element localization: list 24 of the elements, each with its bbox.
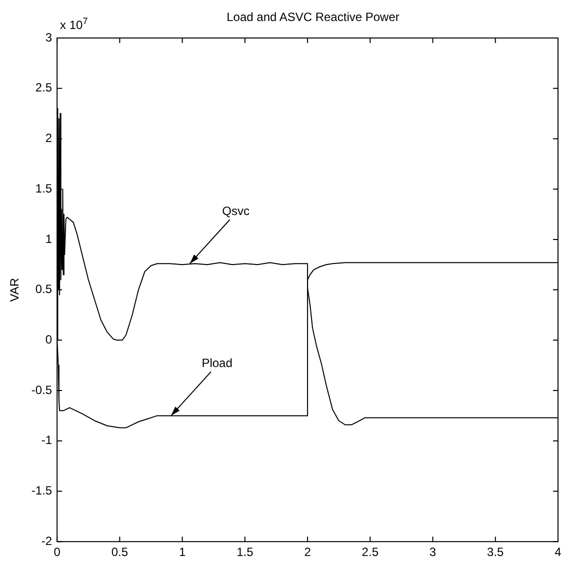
y-tick-label: 0 <box>45 332 52 346</box>
text: x 10$^{7}$ <box>60 16 88 32</box>
y-tick-label: -2 <box>41 534 52 548</box>
y-tick-label: -1.5 <box>31 484 52 498</box>
x-tick-label: 4 <box>554 545 562 560</box>
y-tick-label: 1 <box>45 232 52 246</box>
y-tick-label: -1 <box>41 433 52 448</box>
y-tick-label: 2.5 <box>35 80 52 95</box>
y-tick-label: 1.5 <box>35 181 52 196</box>
y-tick-label: 3 <box>45 30 52 44</box>
x-tick-label: 3 <box>429 545 436 560</box>
x-tick-label: 2.5 <box>362 545 379 560</box>
y-axis-title: VAR <box>8 278 22 302</box>
x-tick-label: 1 <box>178 545 186 560</box>
x-tick-label: 3.5 <box>487 545 504 560</box>
chart-title: Load and ASVC Reactive Power <box>226 10 400 24</box>
x-tick-label: 1.5 <box>236 545 254 560</box>
y-tick-label: 0.5 <box>35 282 52 296</box>
annotation: Qsvc <box>222 204 250 218</box>
y-tick-label: 2 <box>45 131 52 146</box>
x-tick-label: 0.5 <box>111 545 128 560</box>
y-tick-label: -0.5 <box>31 382 52 397</box>
annotation: Pload <box>202 356 232 370</box>
x-tick-label: 2 <box>304 545 312 560</box>
